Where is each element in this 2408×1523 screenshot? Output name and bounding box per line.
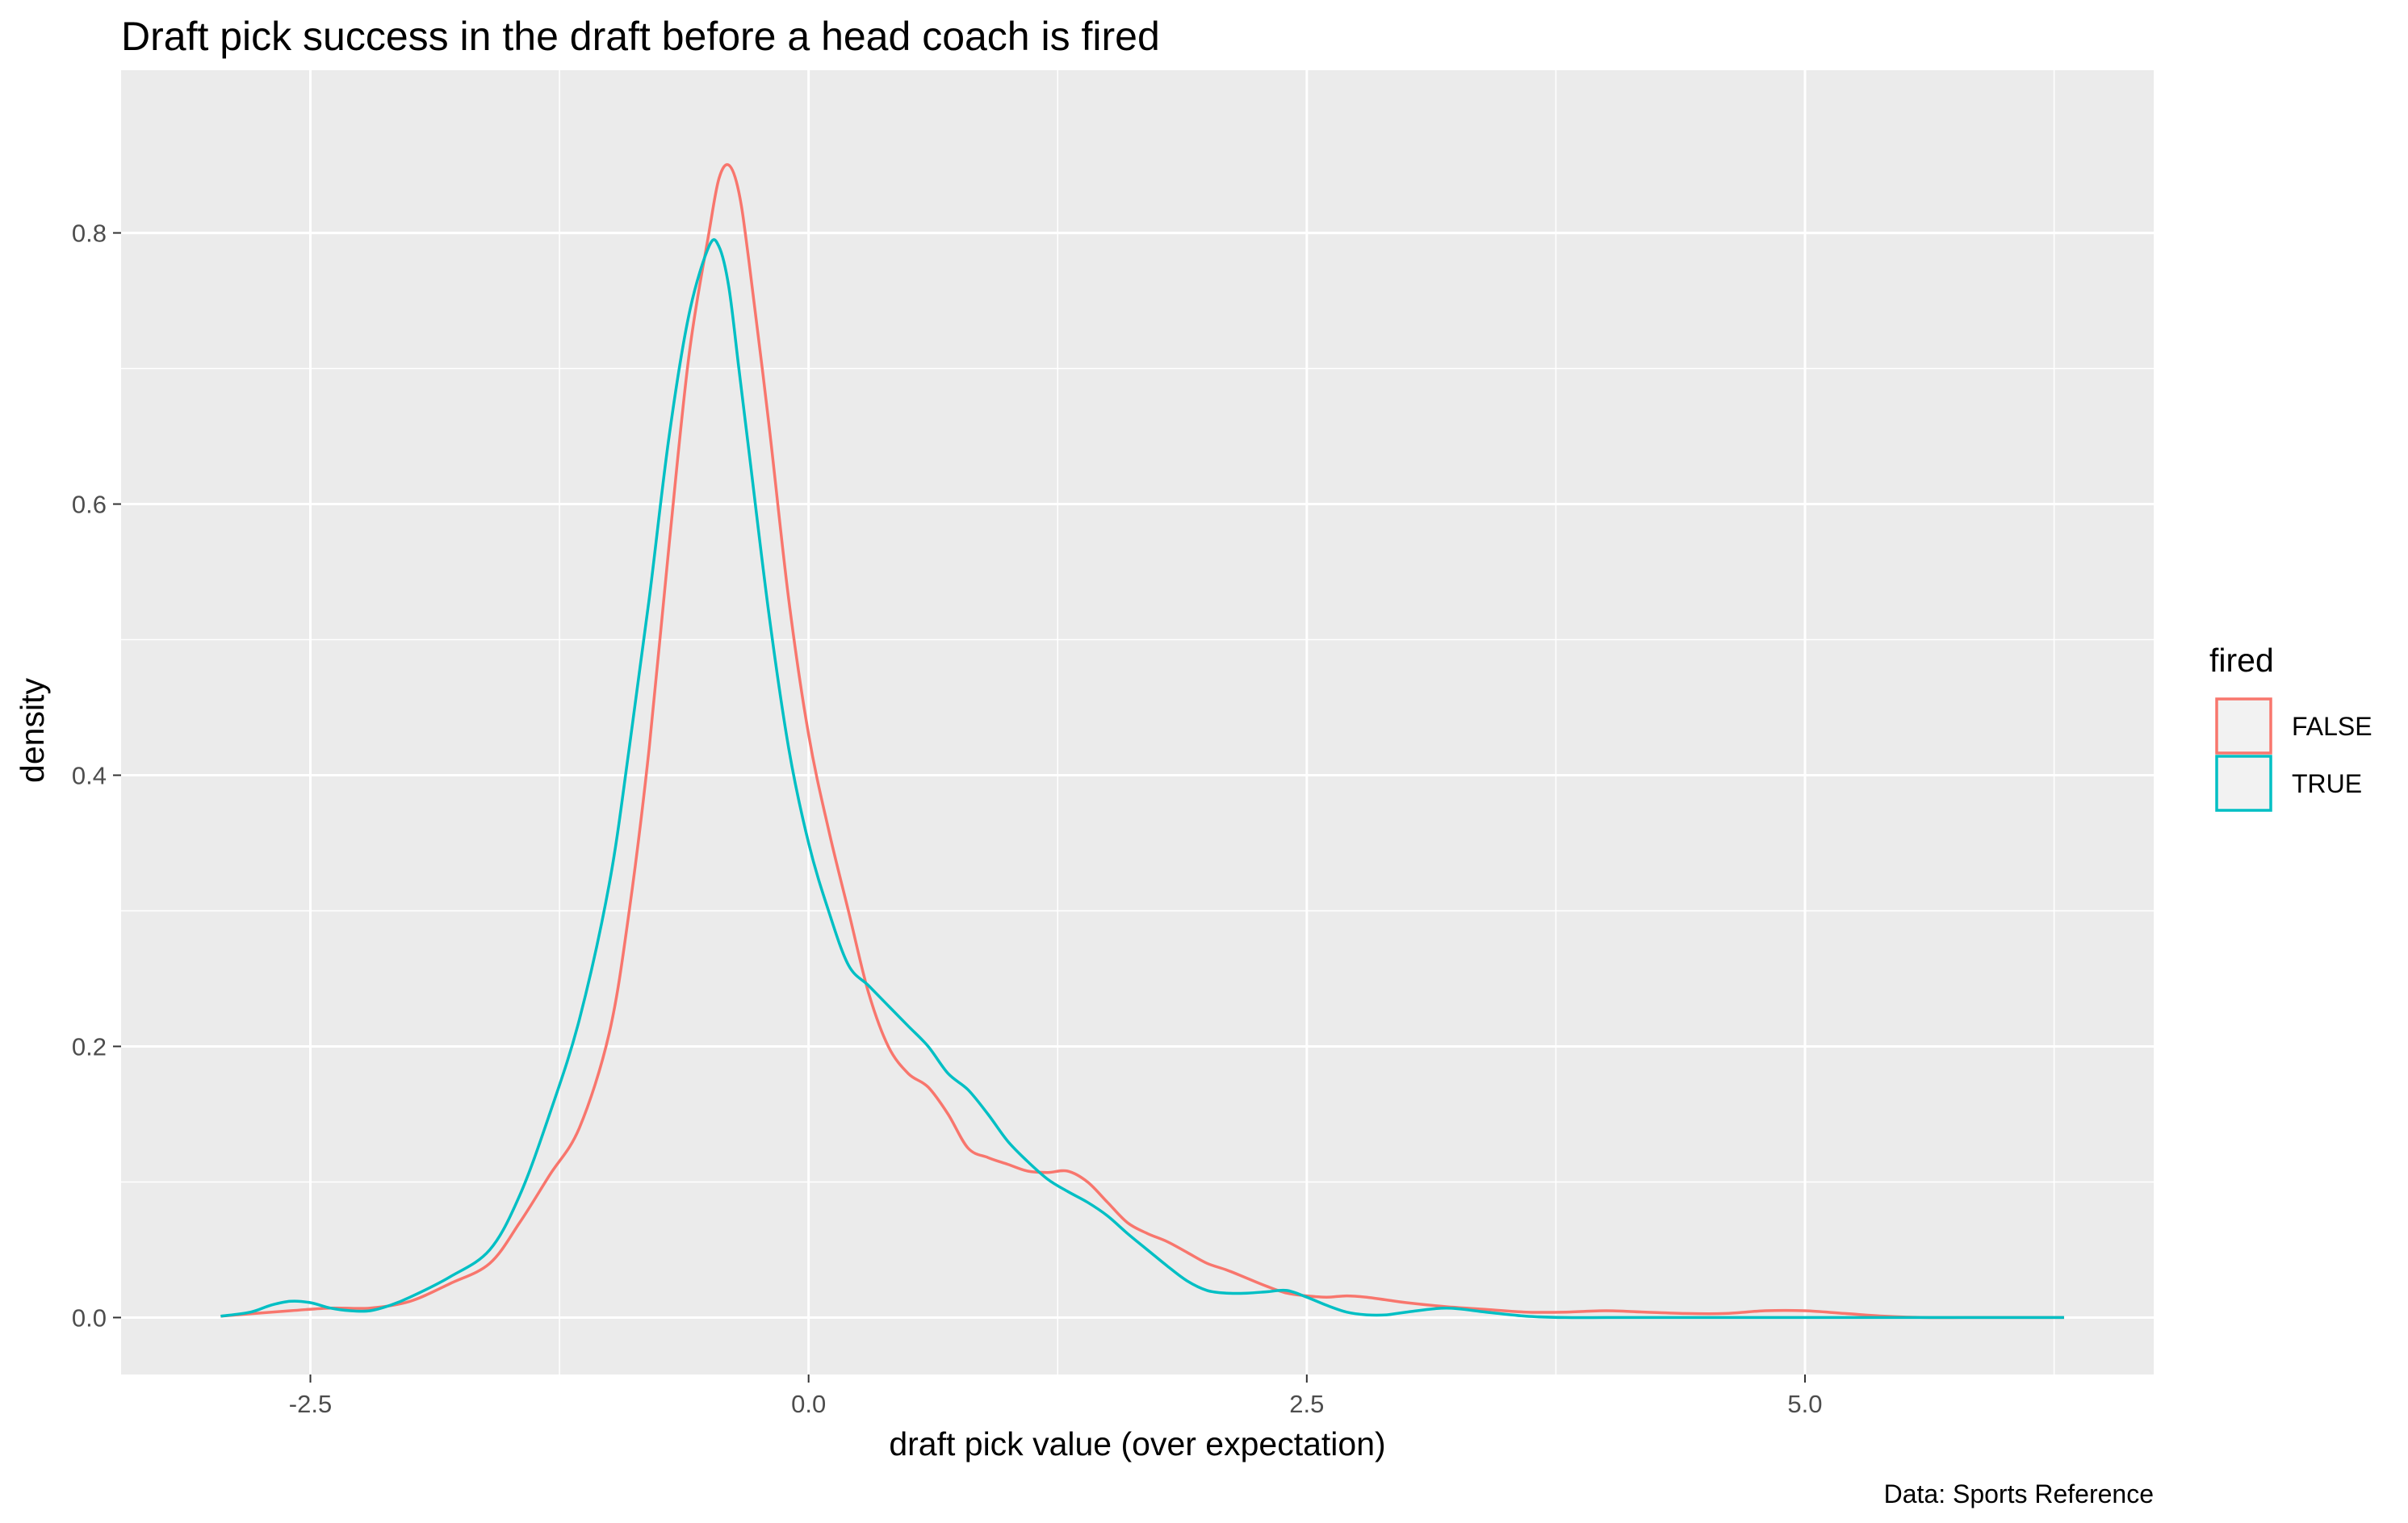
series-lines <box>220 163 2064 1320</box>
legend-key-bg <box>2217 756 2271 810</box>
plot-panel <box>121 70 2154 1374</box>
legend-key-true <box>2215 755 2272 812</box>
x-axis-title: draft pick value (over expectation) <box>889 1425 1385 1462</box>
legend-title: fired <box>2209 642 2274 679</box>
y-axis: 0.0 0.2 0.4 0.6 0.8 <box>72 220 121 1332</box>
x-tick-label: 5.0 <box>1787 1390 1822 1418</box>
x-tick-label: -2.5 <box>289 1390 332 1418</box>
chart-title: Draft pick success in the draft before a… <box>121 14 1160 59</box>
series-line-false <box>220 163 2064 1320</box>
y-axis-title: density <box>14 678 51 783</box>
minor-gridlines <box>121 70 2154 1374</box>
y-tick-label: 0.0 <box>72 1303 107 1332</box>
legend-key-false <box>2215 697 2272 755</box>
legend-label-true: TRUE <box>2292 769 2362 798</box>
y-tick-label: 0.4 <box>72 762 107 790</box>
x-axis: -2.5 0.0 2.5 5.0 <box>289 1374 1823 1418</box>
y-tick-label: 0.8 <box>72 220 107 248</box>
legend: fired FALSE TRUE <box>2209 642 2372 812</box>
y-tick-label: 0.6 <box>72 491 107 519</box>
chart-caption: Data: Sports Reference <box>1884 1479 2154 1508</box>
x-tick-label: 0.0 <box>791 1390 826 1418</box>
legend-label-false: FALSE <box>2292 712 2372 741</box>
y-tick-label: 0.2 <box>72 1032 107 1061</box>
legend-key-bg <box>2217 699 2271 753</box>
x-tick-label: 2.5 <box>1289 1390 1324 1418</box>
series-line-true <box>220 238 2064 1320</box>
